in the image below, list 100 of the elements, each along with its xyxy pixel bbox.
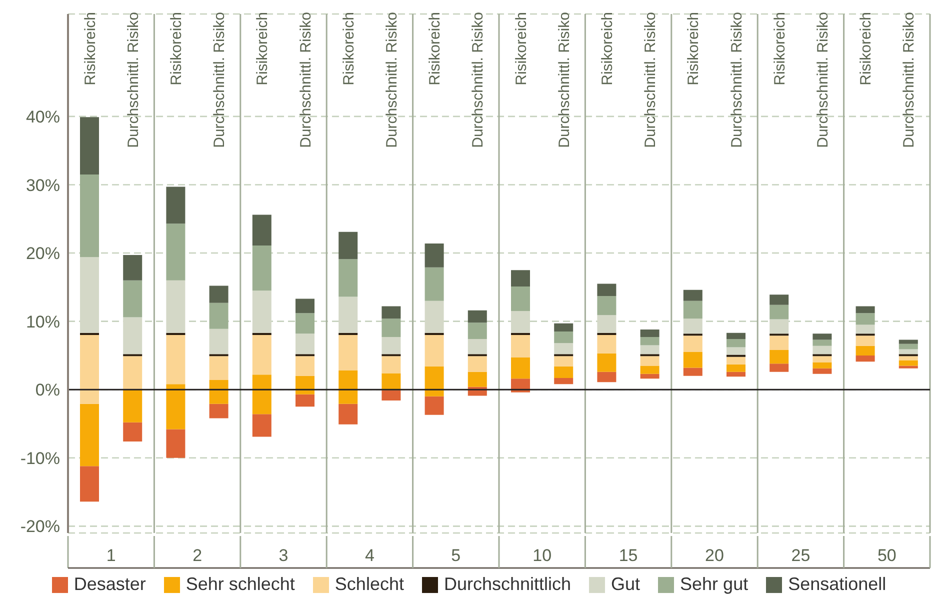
bar xyxy=(80,404,99,466)
bar xyxy=(123,356,142,390)
bar xyxy=(80,466,99,502)
bar xyxy=(770,294,789,305)
x-tick-label: Durchschnittl. Risiko xyxy=(211,12,228,148)
text: 25 xyxy=(791,546,810,565)
bar xyxy=(123,422,142,442)
bar xyxy=(683,318,702,334)
x-tick-label: Risikoreich xyxy=(82,12,99,86)
bar xyxy=(597,284,616,296)
text: 15 xyxy=(618,546,638,565)
bar xyxy=(511,334,530,358)
x-tick-label: Risikoreich xyxy=(168,12,185,86)
bar xyxy=(252,374,272,414)
x-tick-label: Risikoreich xyxy=(858,12,875,86)
bar xyxy=(468,372,487,387)
legend-label: Sehr schlecht xyxy=(186,574,295,594)
bar xyxy=(726,356,746,364)
x-tick-label: Risikoreich xyxy=(254,12,272,86)
bar xyxy=(468,356,487,372)
bar xyxy=(166,186,186,224)
bar xyxy=(640,366,660,374)
bar xyxy=(382,356,401,374)
bar xyxy=(424,300,444,333)
text: 5 xyxy=(451,546,461,565)
bar xyxy=(338,259,358,297)
bar xyxy=(382,318,401,338)
bar xyxy=(856,306,875,314)
bar xyxy=(511,286,530,312)
bar xyxy=(898,344,918,350)
bar xyxy=(554,378,574,384)
bar xyxy=(640,356,660,366)
bar xyxy=(80,257,99,333)
bar xyxy=(209,380,228,404)
bar xyxy=(898,340,918,344)
bar xyxy=(770,336,789,350)
bar xyxy=(597,372,616,382)
bar xyxy=(812,346,832,354)
bar xyxy=(338,404,358,424)
x-tick-label: Durchschnittl. Risiko xyxy=(814,12,832,148)
legend-label: Durchschnittlich xyxy=(444,574,572,594)
bar xyxy=(597,353,616,372)
text: 3 xyxy=(278,546,288,565)
bar xyxy=(468,322,487,340)
bar xyxy=(166,384,186,430)
y-tick-label: 10% xyxy=(26,312,60,332)
bar xyxy=(683,368,702,376)
legend-label: Sensationell xyxy=(788,574,886,594)
bar xyxy=(252,246,272,291)
bar xyxy=(554,366,574,378)
bar xyxy=(511,357,530,379)
bar xyxy=(166,429,186,458)
bar xyxy=(898,366,918,368)
bar xyxy=(338,296,358,333)
bar xyxy=(812,362,832,368)
bar xyxy=(296,313,314,334)
bar xyxy=(640,329,660,338)
bar xyxy=(209,404,228,418)
text: 10 xyxy=(532,546,552,565)
bar xyxy=(296,334,314,354)
bar xyxy=(382,390,401,401)
bar xyxy=(856,324,875,334)
bar xyxy=(123,390,142,422)
bar xyxy=(640,345,660,354)
bar xyxy=(856,313,875,325)
bar xyxy=(554,332,574,344)
bar xyxy=(209,356,228,380)
bar xyxy=(554,343,574,354)
bar xyxy=(80,174,99,258)
y-tick-label: 40% xyxy=(26,107,60,126)
bar xyxy=(338,232,358,260)
legend-label: Gut xyxy=(611,574,640,594)
bar xyxy=(424,243,444,268)
bar xyxy=(898,360,918,366)
bar xyxy=(856,346,875,356)
bar xyxy=(424,334,444,366)
bar xyxy=(382,373,401,390)
bar xyxy=(123,255,142,280)
bar xyxy=(683,352,702,368)
bar xyxy=(382,306,401,319)
bar xyxy=(123,280,142,318)
bar xyxy=(468,310,487,323)
x-tick-label: Durchschnittl. Risiko xyxy=(642,12,660,148)
bar xyxy=(424,396,444,415)
x-tick-label: Durchschnittl. Risiko xyxy=(124,12,142,148)
text: 2 xyxy=(192,546,202,565)
bar xyxy=(554,323,574,332)
bar xyxy=(683,336,702,352)
bar xyxy=(812,368,832,374)
bar xyxy=(209,302,228,329)
bar xyxy=(468,339,487,354)
bar xyxy=(726,339,746,348)
bar xyxy=(166,334,186,384)
bar xyxy=(726,372,746,377)
x-tick-label: Durchschnittl. Risiko xyxy=(900,12,918,148)
bar xyxy=(511,270,530,286)
bar xyxy=(252,290,272,333)
bar xyxy=(597,334,616,354)
bar xyxy=(812,334,832,340)
x-tick-label: Risikoreich xyxy=(426,12,444,86)
